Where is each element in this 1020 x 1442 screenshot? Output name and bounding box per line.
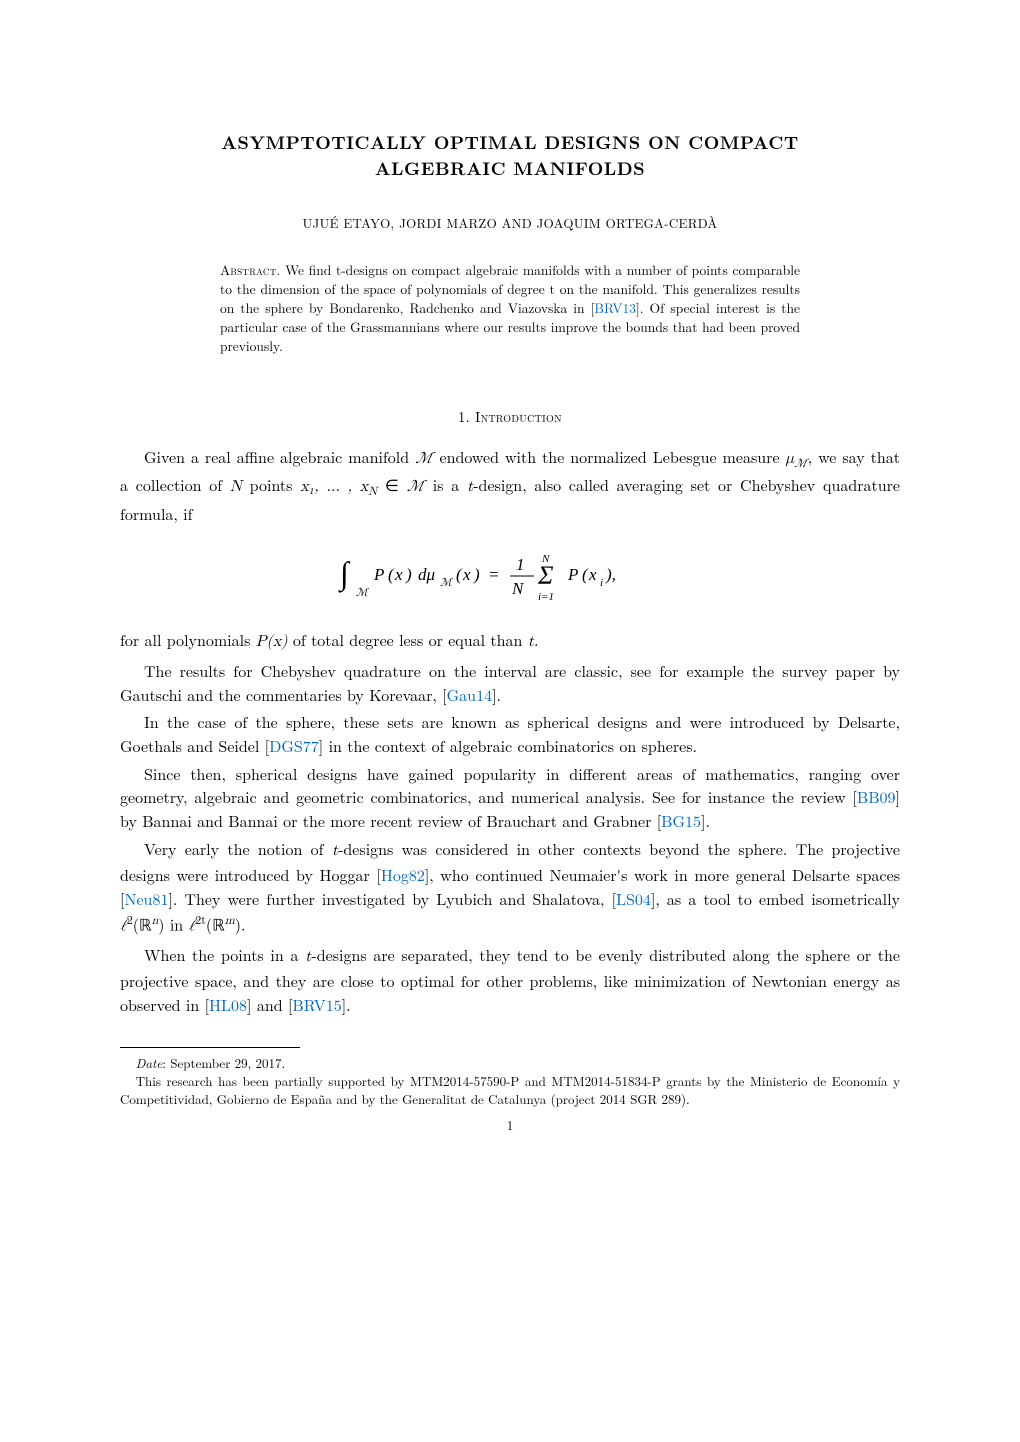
- p1-math: μ: [786, 451, 794, 467]
- p1-text: endowed with the normalized Lebesgue mea…: [434, 445, 786, 468]
- p6-text: Very early the notion of: [144, 837, 332, 860]
- cite-bb09[interactable]: BB09: [857, 785, 896, 808]
- svg-text:x: x: [394, 565, 403, 584]
- svg-text:x: x: [588, 565, 597, 584]
- svg-text:Σ: Σ: [537, 561, 554, 590]
- p2-text: for all polynomials: [120, 628, 256, 651]
- svg-text:i=1: i=1: [538, 591, 554, 603]
- p6-math: (ℝ: [133, 912, 152, 935]
- footnote-date-label: Date: [136, 1053, 163, 1072]
- svg-text:): ): [473, 565, 480, 584]
- paragraph-2: for all polynomials P(x) of total degree…: [120, 628, 900, 655]
- svg-text:(: (: [388, 565, 395, 584]
- p1-text: Given a real affine algebraic manifold: [144, 445, 415, 468]
- title-line-1: ASYMPTOTICALLY OPTIMAL DESIGNS ON COMPAC…: [221, 130, 799, 155]
- abstract-label: Abstract.: [220, 260, 281, 279]
- paragraph-3: The results for Chebyshev quadrature on …: [120, 659, 900, 706]
- p6-math: m: [225, 915, 235, 927]
- svg-text:P: P: [373, 565, 384, 584]
- p1-math: ℳ: [415, 451, 433, 467]
- p6-math: (ℝ: [206, 912, 225, 935]
- p6-text: ).: [235, 912, 246, 935]
- p4-text: ] in the context of algebraic combinator…: [319, 734, 697, 757]
- footnote-separator: [120, 1047, 300, 1048]
- svg-text:i: i: [600, 577, 603, 589]
- cite-hog82[interactable]: Hog82: [381, 863, 425, 886]
- p1-math: ℳ: [794, 458, 808, 470]
- footnote-date: Date: September 29, 2017.: [120, 1054, 900, 1072]
- svg-text:1: 1: [516, 555, 525, 574]
- p1-text: ∈: [377, 473, 406, 496]
- p1-math: x₁, … , x: [300, 479, 368, 495]
- p2-text: .: [534, 628, 538, 651]
- svg-text:ℳ: ℳ: [356, 587, 370, 599]
- footnote-date-text: : September 29, 2017.: [162, 1053, 285, 1072]
- paragraph-1: Given a real affine algebraic manifold ℳ…: [120, 445, 900, 527]
- p6-text: ]. They were further investigated by Lyu…: [168, 887, 616, 910]
- cite-neu81[interactable]: Neu81: [124, 887, 168, 910]
- svg-text:=: =: [488, 565, 499, 584]
- svg-text:ℳ: ℳ: [440, 577, 454, 589]
- p7-text: ] and [: [247, 993, 292, 1016]
- p1-text: points: [242, 473, 300, 496]
- p7-text: ].: [342, 993, 351, 1016]
- p3-text: The results for Chebyshev quadrature on …: [120, 659, 900, 706]
- cite-gau14[interactable]: Gau14: [447, 683, 492, 706]
- p3-text: ].: [492, 683, 501, 706]
- p1-math: N: [230, 479, 242, 495]
- section-1-heading: 1. Introduction: [120, 407, 900, 428]
- cite-brv13[interactable]: BRV13: [594, 298, 636, 317]
- p6-math: ℓ: [120, 918, 127, 934]
- paragraph-4: In the case of the sphere, these sets ar…: [120, 710, 900, 757]
- svg-text:(: (: [582, 565, 589, 584]
- p2-text: of total degree less or equal than: [288, 628, 528, 651]
- cite-bg15[interactable]: BG15: [661, 809, 701, 832]
- abstract: Abstract. We find t-designs on compact a…: [220, 261, 800, 355]
- cite-hl08[interactable]: HL08: [209, 993, 247, 1016]
- cite-brv15[interactable]: BRV15: [292, 993, 341, 1016]
- p1-text: is a: [425, 473, 467, 496]
- p6-text: ) in: [158, 912, 188, 935]
- paragraph-7: When the points in a t-designs are separ…: [120, 943, 900, 1017]
- p5-text: Since then, spherical designs have gaine…: [120, 762, 900, 809]
- p1-math: N: [368, 487, 377, 499]
- footnote-grant: This research has been partially support…: [120, 1072, 900, 1108]
- p2-math: P(x): [256, 634, 288, 650]
- p1-math: ℳ: [407, 479, 425, 495]
- svg-text:(: (: [456, 565, 463, 584]
- svg-text:∫: ∫: [338, 555, 351, 593]
- integral-equation-svg: ∫ ℳ P ( x ) dμ ℳ ( x ) = 1 N N Σ i=1 P (…: [330, 540, 690, 606]
- p6-math: 2t: [195, 911, 206, 928]
- cite-dgs77[interactable]: DGS77: [269, 734, 319, 757]
- paper-authors: UJUÉ ETAYO, JORDI MARZO AND JOAQUIM ORTE…: [120, 214, 900, 233]
- svg-text:): ): [405, 565, 412, 584]
- p5-text: ].: [701, 809, 710, 832]
- cite-ls04[interactable]: LS04: [616, 887, 651, 910]
- svg-text:dμ: dμ: [418, 565, 435, 584]
- equation-1: ∫ ℳ P ( x ) dμ ℳ ( x ) = 1 N N Σ i=1 P (…: [120, 540, 900, 614]
- paper-title: ASYMPTOTICALLY OPTIMAL DESIGNS ON COMPAC…: [120, 130, 900, 182]
- svg-text:x: x: [462, 565, 471, 584]
- page-number: 1: [120, 1116, 900, 1135]
- p7-text: When the points in a: [144, 943, 305, 966]
- p6-text: ], as a tool to embed isometrically: [651, 887, 900, 910]
- title-line-2: ALGEBRAIC MANIFOLDS: [375, 156, 645, 181]
- svg-text:P: P: [567, 565, 578, 584]
- svg-text:N: N: [511, 579, 525, 598]
- paragraph-5: Since then, spherical designs have gaine…: [120, 762, 900, 833]
- paragraph-6: Very early the notion of t-designs was c…: [120, 837, 900, 939]
- svg-text:),: ),: [605, 565, 616, 584]
